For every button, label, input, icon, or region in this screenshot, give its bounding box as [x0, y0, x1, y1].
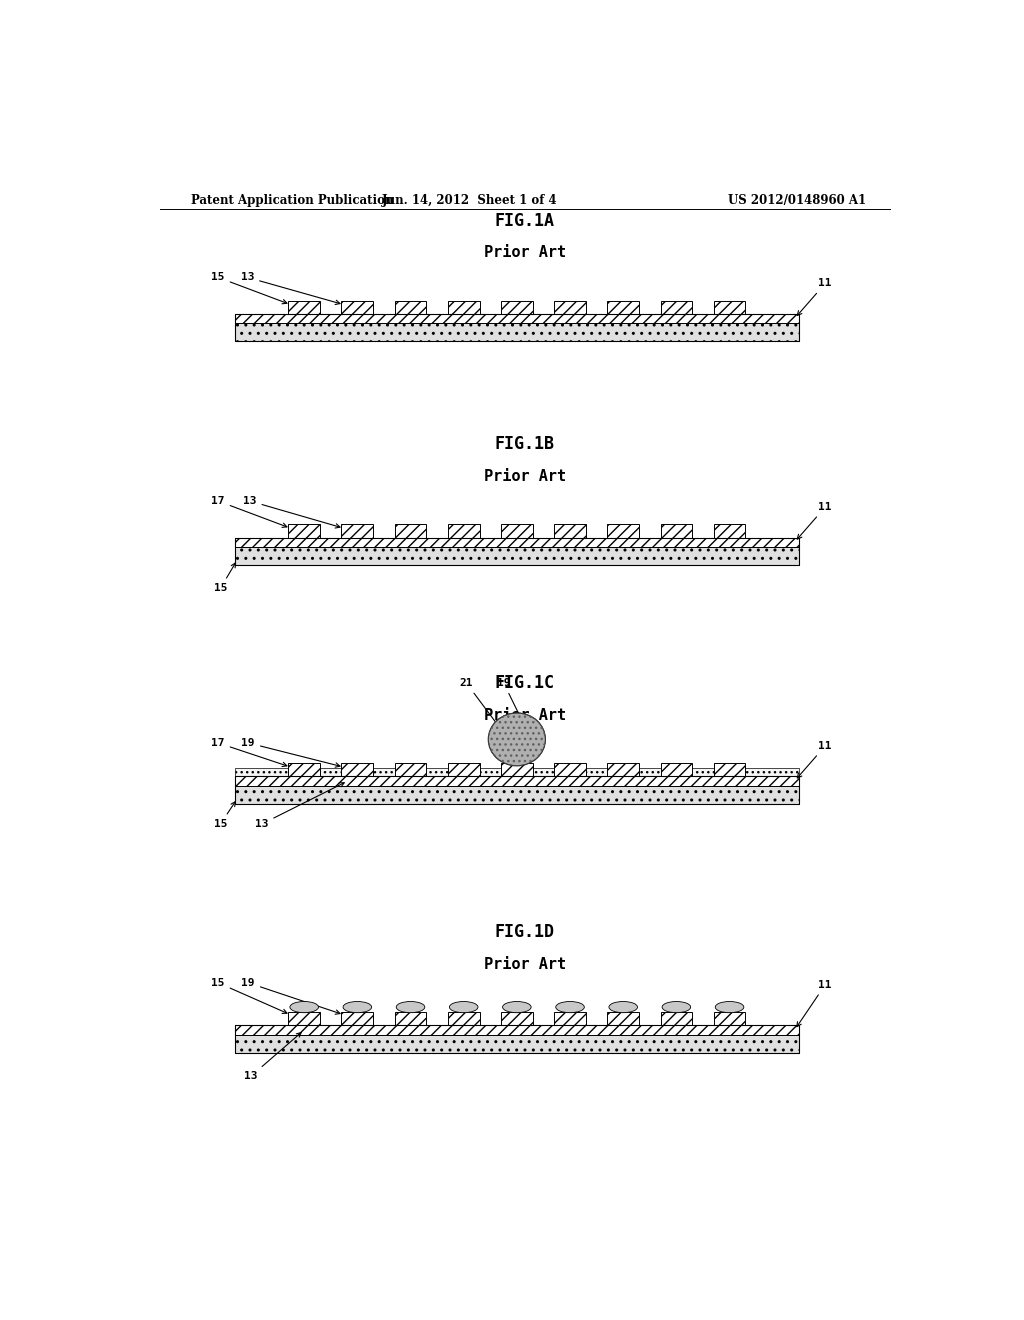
Bar	[236, 1026, 799, 1053]
Bar	[607, 301, 639, 314]
Bar	[236, 785, 799, 804]
Ellipse shape	[609, 1002, 638, 1012]
Text: 15: 15	[214, 562, 236, 593]
Text: Prior Art: Prior Art	[483, 246, 566, 260]
Text: US 2012/0148960 A1: US 2012/0148960 A1	[728, 194, 866, 207]
Text: 11: 11	[798, 502, 831, 539]
Bar	[607, 763, 639, 776]
Bar	[714, 301, 745, 314]
Bar	[501, 301, 532, 314]
Bar	[236, 1035, 799, 1053]
Bar	[660, 763, 692, 776]
Bar	[394, 524, 426, 537]
Bar	[554, 1012, 586, 1026]
Bar	[607, 1012, 639, 1026]
Bar	[394, 301, 426, 314]
Text: 11: 11	[797, 979, 831, 1027]
Bar	[447, 301, 479, 314]
Bar	[236, 537, 799, 565]
Bar	[289, 1012, 321, 1026]
Bar	[447, 524, 479, 537]
Text: Patent Application Publication: Patent Application Publication	[191, 194, 394, 207]
Text: 15: 15	[211, 272, 287, 304]
Text: Prior Art: Prior Art	[483, 957, 566, 972]
Text: 15: 15	[211, 978, 287, 1014]
Bar	[236, 776, 799, 804]
Text: 19: 19	[242, 978, 340, 1014]
Bar	[660, 524, 692, 537]
Ellipse shape	[343, 1002, 372, 1012]
Text: FIG.1B: FIG.1B	[495, 436, 555, 453]
Bar	[501, 524, 532, 537]
Text: FIG.1D: FIG.1D	[495, 923, 555, 941]
Bar	[289, 524, 321, 537]
Bar	[447, 763, 479, 776]
Bar	[341, 763, 373, 776]
Bar	[236, 314, 799, 323]
Ellipse shape	[556, 1002, 585, 1012]
Bar	[236, 1026, 799, 1035]
Ellipse shape	[290, 1002, 318, 1012]
Text: 11: 11	[798, 741, 831, 777]
Bar	[554, 524, 586, 537]
Bar	[289, 763, 321, 776]
Bar	[554, 763, 586, 776]
Ellipse shape	[715, 1002, 743, 1012]
Bar	[341, 301, 373, 314]
Bar	[501, 1012, 532, 1026]
Text: 15: 15	[214, 801, 236, 829]
Bar	[341, 524, 373, 537]
Bar	[501, 763, 532, 776]
Bar	[447, 1012, 479, 1026]
Bar	[341, 1012, 373, 1026]
Text: Prior Art: Prior Art	[483, 708, 566, 722]
Text: Jun. 14, 2012  Sheet 1 of 4: Jun. 14, 2012 Sheet 1 of 4	[381, 194, 557, 207]
Bar	[289, 301, 321, 314]
Bar	[714, 524, 745, 537]
Bar	[394, 763, 426, 776]
Text: 21: 21	[460, 678, 500, 729]
Bar	[236, 768, 799, 776]
Text: 17: 17	[211, 738, 287, 767]
Ellipse shape	[488, 713, 546, 766]
Bar	[714, 1012, 745, 1026]
Bar	[714, 763, 745, 776]
Text: FIG.1C: FIG.1C	[495, 675, 555, 692]
Ellipse shape	[450, 1002, 478, 1012]
Text: FIG.1A: FIG.1A	[495, 211, 555, 230]
Bar	[236, 546, 799, 565]
Text: 13: 13	[243, 496, 340, 528]
Ellipse shape	[503, 1002, 531, 1012]
Text: 13: 13	[255, 783, 344, 829]
Bar	[236, 776, 799, 785]
Text: 19: 19	[242, 738, 340, 767]
Bar	[607, 524, 639, 537]
Bar	[236, 323, 799, 342]
Bar	[236, 537, 799, 546]
Text: 11: 11	[798, 279, 831, 315]
Ellipse shape	[396, 1002, 425, 1012]
Bar	[554, 301, 586, 314]
Text: 13: 13	[245, 1032, 301, 1081]
Text: 17: 17	[211, 496, 287, 528]
Bar	[394, 1012, 426, 1026]
Bar	[660, 1012, 692, 1026]
Text: 13: 13	[241, 272, 340, 305]
Bar	[236, 314, 799, 342]
Bar	[660, 301, 692, 314]
Ellipse shape	[663, 1002, 690, 1012]
Text: 19: 19	[497, 678, 523, 722]
Text: Prior Art: Prior Art	[483, 469, 566, 483]
